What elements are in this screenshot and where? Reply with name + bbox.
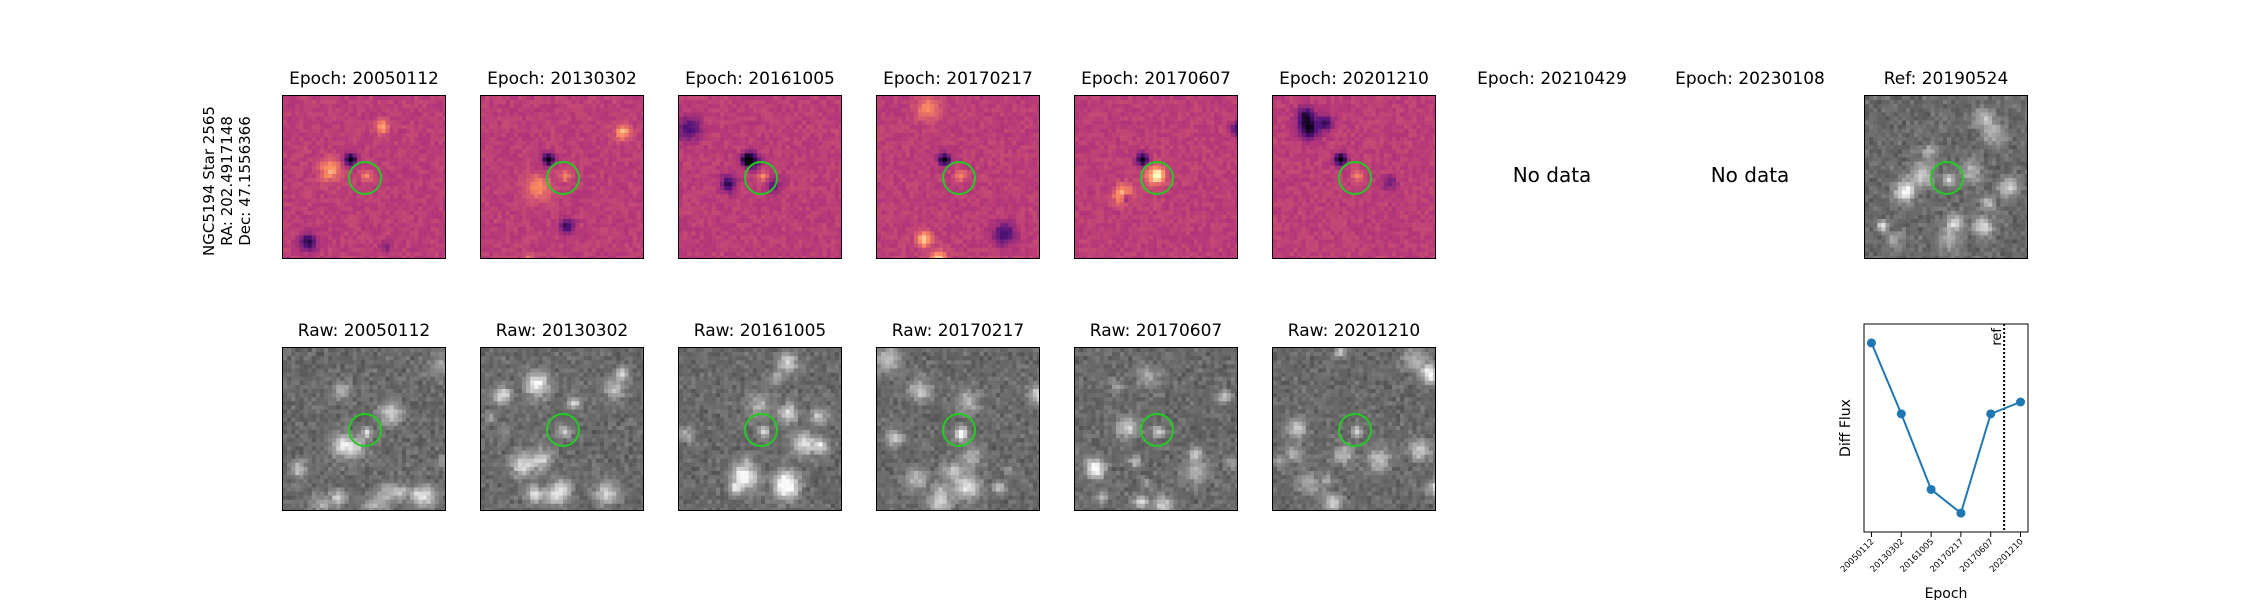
ref-tile xyxy=(1864,95,2028,259)
raw-tile-2-image xyxy=(679,348,842,511)
raw-tile-4-image xyxy=(1075,348,1238,511)
raw-tile-4 xyxy=(1074,347,1238,511)
diff-tile-0-image xyxy=(283,96,446,259)
y-axis-label: Diff Flux xyxy=(1838,399,1854,457)
diff-tile-2 xyxy=(678,95,842,259)
raw-tile-3 xyxy=(876,347,1040,511)
raw-tile-0 xyxy=(282,347,446,511)
raw-tile-2 xyxy=(678,347,842,511)
data-point xyxy=(2016,398,2025,407)
x-axis-label: Epoch xyxy=(1925,586,1968,600)
raw-tile-1 xyxy=(480,347,644,511)
diff-tile-4 xyxy=(1074,95,1238,259)
diff-tile-1-image xyxy=(481,96,644,259)
data-point xyxy=(1897,409,1906,418)
raw-title-5: Raw: 20201210 xyxy=(1232,321,1476,341)
data-point xyxy=(1986,409,1995,418)
star-ra: RA: 202.4917148 xyxy=(218,96,236,266)
raw-tile-5-image xyxy=(1273,348,1436,511)
diff-tile-5-image xyxy=(1273,96,1436,259)
diff-tile-2-image xyxy=(679,96,842,259)
raw-tile-5 xyxy=(1272,347,1436,511)
ref-line-label: ref xyxy=(1990,328,2005,346)
diff-tile-5 xyxy=(1272,95,1436,259)
data-point xyxy=(1927,485,1936,494)
data-point xyxy=(1867,338,1876,347)
raw-tile-1-image xyxy=(481,348,644,511)
ref-title: Ref: 20190524 xyxy=(1824,69,2068,89)
star-name: NGC5194 Star 2565 xyxy=(200,96,218,266)
raw-tile-0-image xyxy=(283,348,446,511)
no-data-label-7: No data xyxy=(1628,163,1872,187)
data-point xyxy=(1956,509,1965,518)
raw-tile-3-image xyxy=(877,348,1040,511)
diff-tile-3 xyxy=(876,95,1040,259)
star-dec: Dec: 47.1556366 xyxy=(236,96,254,266)
diff-tile-4-image xyxy=(1075,96,1238,259)
diff-tile-0 xyxy=(282,95,446,259)
diff-tile-1 xyxy=(480,95,644,259)
series-line xyxy=(1871,343,2020,513)
diff-tile-3-image xyxy=(877,96,1040,259)
ref-tile-image xyxy=(1865,96,2028,259)
light-curve-svg: ref2005011220130302201610052017021720170… xyxy=(1800,300,2100,600)
